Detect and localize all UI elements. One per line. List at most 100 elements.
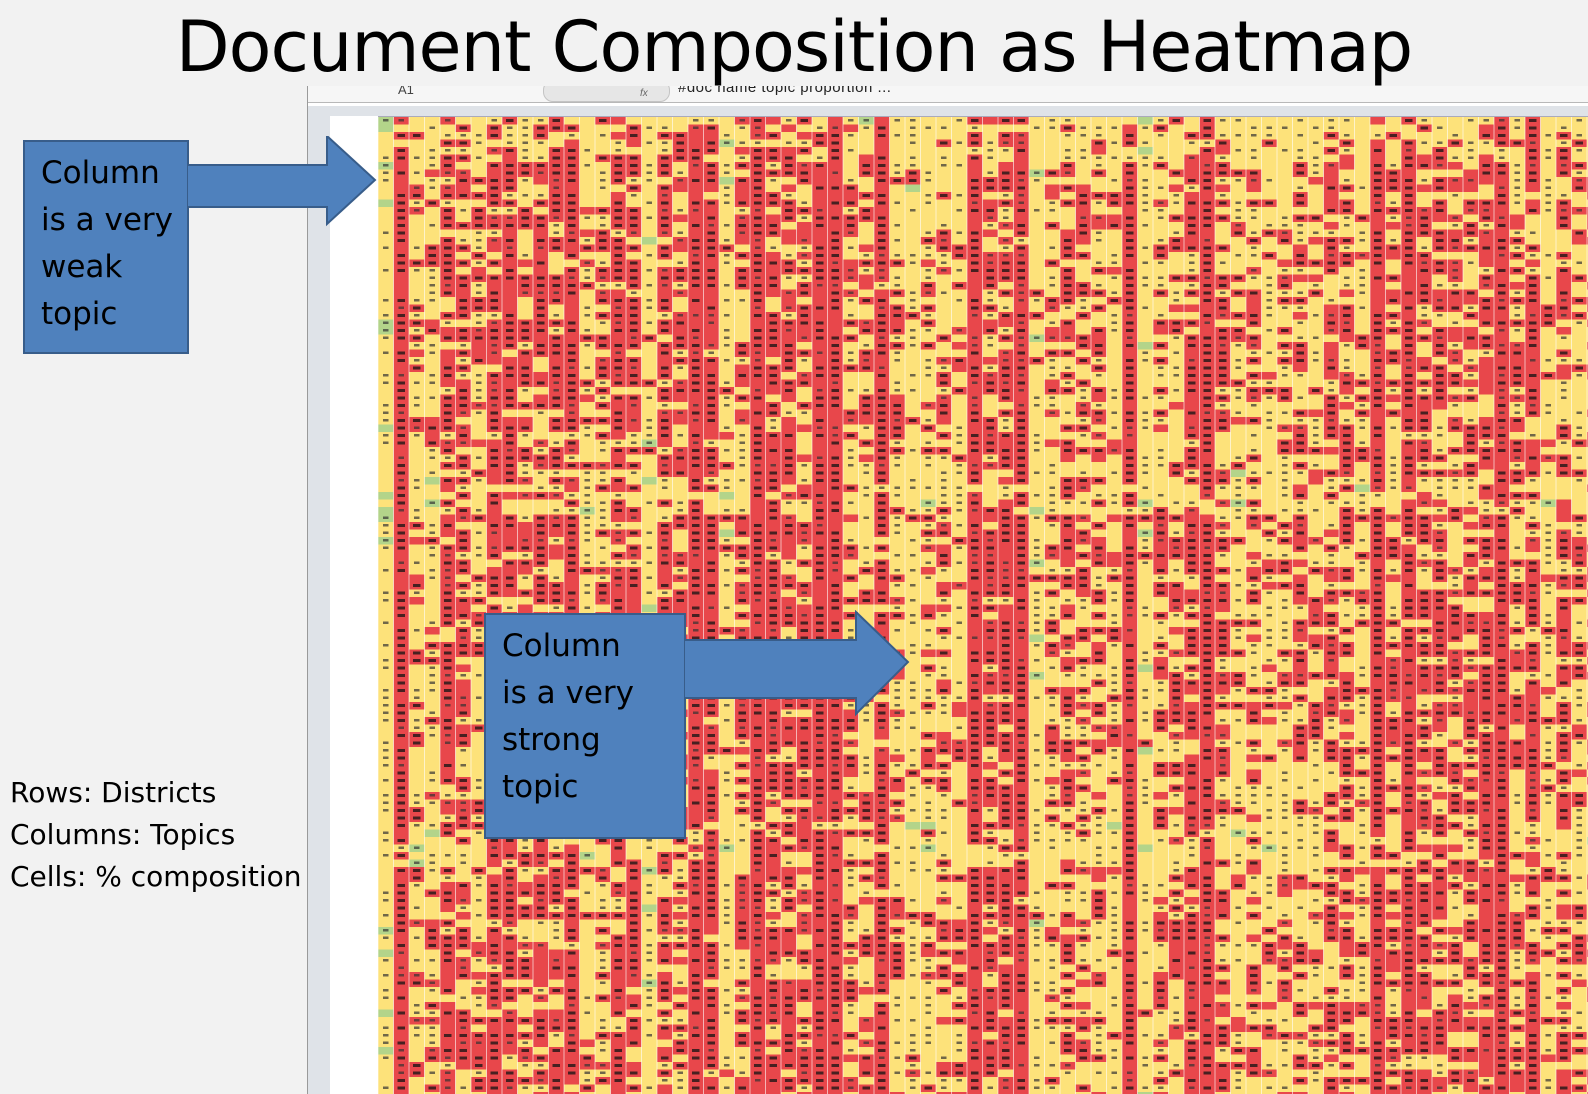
cell-value-mark [661,501,669,505]
cell-value-mark [661,366,669,370]
cell-value-mark [383,696,389,699]
heatmap-cell [595,552,611,560]
cell-value-mark [568,464,576,467]
cell-value-mark [475,726,483,730]
cell-value-mark [429,681,435,684]
cell-value-mark [475,209,483,212]
cell-value-mark [444,276,452,280]
cell-value-mark [491,149,497,152]
heatmap-spreadsheet[interactable]: A1 fx #doc name topic proportion ... [307,86,1588,1094]
cell-value-mark [444,561,452,565]
heatmap-cell [688,289,704,297]
heatmap-cell [626,537,642,545]
cell-value-mark [429,501,435,504]
heatmap-cell [657,964,673,972]
cell-value-mark [506,464,514,467]
heatmap-cell [719,574,735,582]
cell-value-mark [662,464,668,467]
cell-value-mark [600,569,606,572]
cell-value-mark [475,276,483,280]
heatmap-cell [610,334,626,342]
cell-value-mark [383,831,389,834]
cell-value-mark [398,764,404,767]
heatmap-cell [378,672,394,680]
heatmap-cell [548,139,564,147]
cell-value-mark [723,246,731,250]
cell-value-mark [692,1049,700,1052]
cell-value-mark [522,194,528,197]
cell-value-mark [444,621,452,625]
cell-value-mark [414,974,420,977]
cell-value-mark [552,239,560,242]
cell-value-mark [383,929,389,932]
heatmap-cell [641,364,657,372]
cell-value-mark [428,539,436,542]
cell-value-mark [383,321,389,324]
heatmap-cell [455,987,471,995]
cell-value-mark [614,344,622,347]
cell-value-mark [444,156,452,160]
cell-value-mark [414,516,420,519]
heatmap-cell [688,139,704,147]
cell-value-mark [444,524,452,527]
cell-value-mark [459,479,467,482]
cell-value-mark [552,246,560,250]
heatmap-cell [579,874,595,882]
heatmap-cell [626,597,642,605]
cell-value-mark [538,441,544,444]
heatmap-cell [626,492,642,500]
cell-value-mark [521,426,529,430]
heatmap-cell [409,852,425,860]
cell-value-mark [444,959,452,962]
cell-value-mark [614,884,622,887]
cell-value-mark [537,516,545,520]
cell-value-mark [506,434,514,437]
heatmap-cell [502,259,518,267]
heatmap-cell [455,229,471,237]
cell-value-mark [444,599,452,602]
heatmap-cell [688,1002,704,1010]
cell-value-mark [445,801,451,804]
cell-value-mark [538,996,544,999]
cell-value-mark [537,494,545,497]
heatmap-cell [579,297,595,305]
heatmap-cell [579,124,595,132]
cell-value-mark [553,486,559,489]
cell-value-mark [599,404,607,407]
cell-value-mark [507,861,513,864]
heatmap-cell [626,882,642,890]
cell-value-mark [707,591,715,595]
cell-value-mark [708,314,714,317]
cell-value-mark [552,456,560,460]
cell-value-mark [445,179,451,182]
cell-value-mark [630,929,638,932]
heatmap-cell [517,417,533,425]
cell-value-mark [537,276,545,280]
cell-value-mark [568,554,576,557]
cell-value-mark [630,546,638,550]
cell-value-mark [445,929,451,932]
cell-value-mark [444,989,452,992]
cell-value-mark [708,816,714,819]
heatmap-cell [393,514,409,522]
cell-value-mark [428,1004,436,1007]
cell-value-mark [491,321,497,324]
heatmap-cell [424,949,440,957]
cell-value-mark [490,396,498,400]
heatmap-cell [688,304,704,312]
cell-value-mark [459,261,467,265]
heatmap-cell [579,1002,595,1010]
cell-value-mark [630,156,638,160]
cell-value-mark [537,381,545,385]
heatmap-cell [595,859,611,867]
cell-value-mark [661,351,669,355]
heatmap-cell [409,942,425,950]
heatmap-cell [471,604,487,612]
heatmap-cell [533,844,549,852]
cell-value-mark [724,164,730,167]
cell-value-mark [707,996,715,1000]
cell-value-mark [676,276,684,280]
cell-value-mark [724,704,730,707]
heatmap-cell [424,237,440,245]
cell-value-mark [506,374,514,377]
